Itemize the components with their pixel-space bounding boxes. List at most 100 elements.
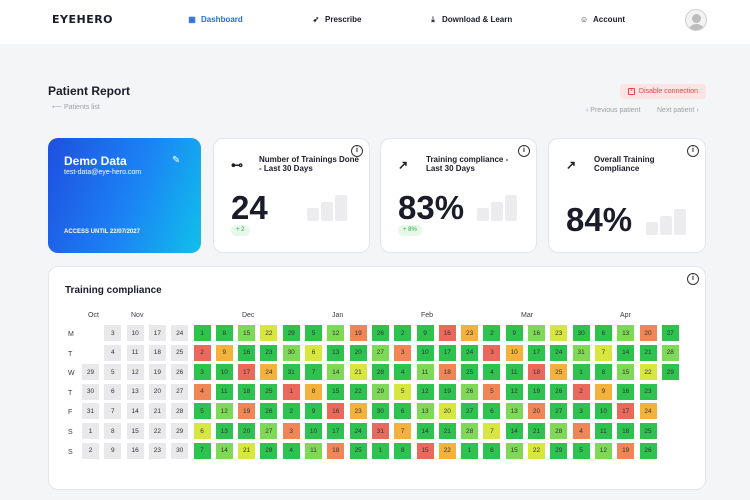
heatmap-cell[interactable]: 28 xyxy=(171,403,189,420)
heatmap-cell[interactable]: 2 xyxy=(394,325,412,341)
heatmap-cell[interactable]: 20 xyxy=(528,403,545,420)
heatmap-cell[interactable]: 10 xyxy=(505,344,523,361)
heatmap-cell[interactable]: 19 xyxy=(349,325,367,341)
heatmap-cell[interactable]: 12 xyxy=(215,403,233,420)
heatmap-cell[interactable]: 25 xyxy=(349,442,367,459)
nav-prescribe[interactable]: ➶ Prescribe xyxy=(312,15,362,24)
heatmap-cell[interactable]: 8 xyxy=(215,325,233,341)
heatmap-cell[interactable]: 7 xyxy=(483,423,501,439)
heatmap-cell[interactable]: 10 xyxy=(416,344,434,361)
heatmap-cell[interactable]: 24 xyxy=(171,325,189,341)
heatmap-cell[interactable]: 20 xyxy=(349,344,367,361)
heatmap-cell[interactable]: 28 xyxy=(550,423,568,439)
info-icon[interactable]: i xyxy=(351,145,363,157)
heatmap-cell[interactable]: 6 xyxy=(193,423,211,439)
heatmap-cell[interactable]: 7 xyxy=(394,423,412,439)
heatmap-cell[interactable]: 2 xyxy=(572,383,590,400)
heatmap-cell[interactable]: 17 xyxy=(528,344,545,361)
heatmap-cell[interactable]: 21 xyxy=(639,344,657,361)
heatmap-cell[interactable]: 1 xyxy=(282,383,300,400)
heatmap-cell[interactable]: 21 xyxy=(438,423,456,439)
heatmap-cell[interactable]: 21 xyxy=(349,364,367,381)
heatmap-cell[interactable]: 13 xyxy=(617,325,635,341)
heatmap-cell[interactable]: 6 xyxy=(305,344,322,361)
heatmap-cell[interactable]: 17 xyxy=(327,423,345,439)
heatmap-cell[interactable]: 16 xyxy=(617,383,635,400)
back-to-patients-link[interactable]: ⟵ Patients list xyxy=(52,103,100,111)
heatmap-cell[interactable]: 23 xyxy=(639,383,657,400)
heatmap-cell[interactable]: 22 xyxy=(438,442,456,459)
heatmap-cell[interactable]: 28 xyxy=(371,364,389,381)
heatmap-cell[interactable]: 5 xyxy=(394,383,412,400)
heatmap-cell[interactable]: 29 xyxy=(82,364,99,381)
heatmap-cell[interactable]: 22 xyxy=(639,364,657,381)
heatmap-cell[interactable]: 8 xyxy=(483,442,501,459)
heatmap-cell[interactable]: 12 xyxy=(327,325,345,341)
heatmap-cell[interactable]: 26 xyxy=(461,383,479,400)
heatmap-cell[interactable]: 27 xyxy=(550,403,568,420)
heatmap-cell[interactable]: 11 xyxy=(305,442,322,459)
heatmap-cell[interactable]: 1 xyxy=(193,325,211,341)
heatmap-cell[interactable]: 3 xyxy=(572,403,590,420)
heatmap-cell[interactable]: 13 xyxy=(126,383,144,400)
heatmap-cell[interactable]: 14 xyxy=(416,423,434,439)
heatmap-cell[interactable]: 26 xyxy=(171,364,189,381)
heatmap-cell[interactable]: 3 xyxy=(282,423,300,439)
heatmap-cell[interactable]: 20 xyxy=(238,423,256,439)
heatmap-cell[interactable]: 22 xyxy=(349,383,367,400)
heatmap-cell[interactable]: 16 xyxy=(327,403,345,420)
heatmap-cell[interactable]: 21 xyxy=(238,442,256,459)
heatmap-cell[interactable]: 11 xyxy=(505,364,523,381)
heatmap-cell[interactable]: 31 xyxy=(82,403,99,420)
heatmap-cell[interactable]: 21 xyxy=(528,423,545,439)
heatmap-cell[interactable]: 4 xyxy=(282,442,300,459)
heatmap-cell[interactable]: 28 xyxy=(661,344,679,361)
heatmap-cell[interactable]: 25 xyxy=(260,383,278,400)
heatmap-cell[interactable]: 9 xyxy=(505,325,523,341)
nav-download-learn[interactable]: ⤓ Download & Learn xyxy=(429,15,512,24)
heatmap-cell[interactable]: 20 xyxy=(148,383,166,400)
heatmap-cell[interactable]: 25 xyxy=(639,423,657,439)
heatmap-cell[interactable]: 26 xyxy=(639,442,657,459)
heatmap-cell[interactable]: 10 xyxy=(305,423,322,439)
heatmap-cell[interactable]: 29 xyxy=(661,364,679,381)
heatmap-cell[interactable]: 13 xyxy=(416,403,434,420)
heatmap-cell[interactable]: 16 xyxy=(238,344,256,361)
heatmap-cell[interactable]: 27 xyxy=(171,383,189,400)
heatmap-cell[interactable]: 23 xyxy=(461,325,479,341)
heatmap-cell[interactable]: 27 xyxy=(661,325,679,341)
heatmap-cell[interactable]: 12 xyxy=(594,442,612,459)
heatmap-cell[interactable]: 8 xyxy=(104,423,122,439)
heatmap-cell[interactable]: 13 xyxy=(505,403,523,420)
heatmap-cell[interactable]: 7 xyxy=(104,403,122,420)
heatmap-cell[interactable]: 29 xyxy=(171,423,189,439)
disable-connection-button[interactable]: × Disable connection xyxy=(620,84,706,99)
heatmap-cell[interactable]: 11 xyxy=(215,383,233,400)
heatmap-cell[interactable]: 15 xyxy=(238,325,256,341)
heatmap-cell[interactable]: 3 xyxy=(394,344,412,361)
heatmap-cell[interactable]: 16 xyxy=(438,325,456,341)
heatmap-cell[interactable]: 3 xyxy=(483,344,501,361)
heatmap-cell[interactable]: 16 xyxy=(528,325,545,341)
heatmap-cell[interactable]: 17 xyxy=(238,364,256,381)
heatmap-cell[interactable]: 31 xyxy=(282,364,300,381)
heatmap-cell[interactable]: 27 xyxy=(461,403,479,420)
heatmap-cell[interactable]: 4 xyxy=(394,364,412,381)
heatmap-cell[interactable]: 24 xyxy=(639,403,657,420)
heatmap-cell[interactable]: 26 xyxy=(260,403,278,420)
heatmap-cell[interactable]: 30 xyxy=(371,403,389,420)
heatmap-cell[interactable]: 9 xyxy=(305,403,322,420)
heatmap-cell[interactable]: 2 xyxy=(82,442,99,459)
heatmap-cell[interactable]: 15 xyxy=(416,442,434,459)
heatmap-cell[interactable]: 2 xyxy=(193,344,211,361)
heatmap-cell[interactable]: 13 xyxy=(215,423,233,439)
heatmap-cell[interactable]: 14 xyxy=(215,442,233,459)
heatmap-cell[interactable]: 6 xyxy=(594,325,612,341)
heatmap-cell[interactable]: 5 xyxy=(193,403,211,420)
heatmap-cell[interactable]: 25 xyxy=(461,364,479,381)
eyehero-logo[interactable]: EYEHERO xyxy=(52,13,114,26)
heatmap-cell[interactable]: 7 xyxy=(594,344,612,361)
heatmap-cell[interactable]: 22 xyxy=(148,423,166,439)
heatmap-cell[interactable]: 27 xyxy=(260,423,278,439)
heatmap-cell[interactable]: 10 xyxy=(215,364,233,381)
